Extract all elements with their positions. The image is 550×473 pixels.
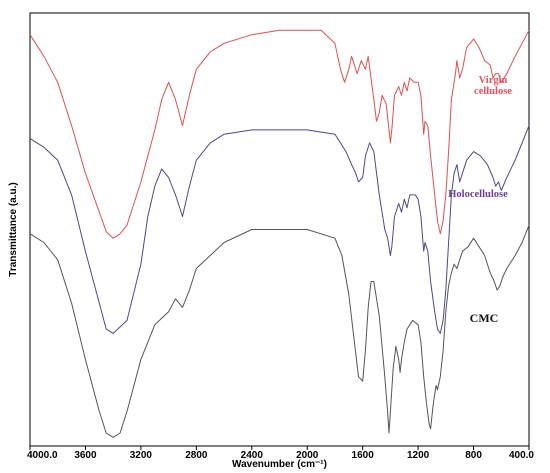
x-tick-label: 1200 (407, 450, 430, 461)
series-annotation: Holocellulose (448, 189, 508, 200)
series-annotation: CMC (470, 311, 499, 325)
series-annotation: cellulose (474, 86, 512, 97)
y-axis-label: Transmittance (a.u.) (8, 182, 19, 276)
x-tick-label: 2800 (185, 450, 208, 461)
x-tick-label: 400.0 (509, 450, 534, 461)
x-tick-label: 3200 (130, 450, 153, 461)
x-tick-label: 2400 (241, 450, 264, 461)
x-tick-label: 4000.0 (27, 450, 58, 461)
x-tick-label: 800 (465, 450, 482, 461)
x-tick-label: 3600 (74, 450, 97, 461)
x-tick-label: 1600 (352, 450, 375, 461)
x-axis-label: Wavenumber (cm⁻¹) (232, 459, 327, 470)
series-layer (29, 29, 530, 438)
plot-frame (29, 12, 530, 447)
x-axis: 4000.0 3600 3200 2800 2400 2000 1600 1200 800 400… (27, 446, 534, 461)
plot-border (29, 12, 530, 447)
series-line-holocellulose (29, 125, 530, 334)
x-tick-label: 2000 (296, 450, 319, 461)
series-line-virgin-cellulose (29, 29, 530, 239)
series-annotation: Virgin (479, 75, 508, 86)
series-line-cmc (29, 225, 530, 438)
